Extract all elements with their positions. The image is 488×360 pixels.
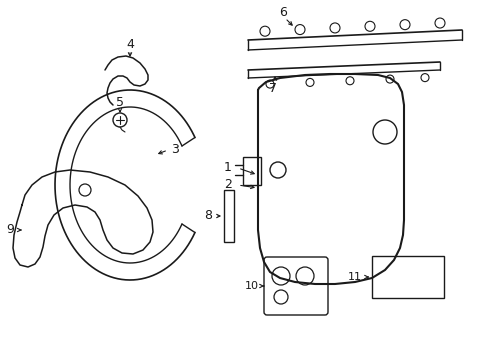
Text: 10: 10 bbox=[244, 281, 259, 291]
Bar bbox=[371, 256, 443, 298]
Text: 7: 7 bbox=[268, 81, 276, 94]
Text: 11: 11 bbox=[347, 272, 361, 282]
Bar bbox=[243, 157, 261, 185]
Text: 2: 2 bbox=[224, 179, 231, 192]
Text: 8: 8 bbox=[203, 210, 212, 222]
Text: 9: 9 bbox=[6, 224, 14, 237]
Text: 3: 3 bbox=[171, 144, 179, 157]
Bar bbox=[224, 190, 234, 242]
Text: 5: 5 bbox=[116, 95, 124, 108]
Text: 6: 6 bbox=[279, 5, 286, 18]
Text: 1: 1 bbox=[224, 162, 231, 175]
Text: 4: 4 bbox=[126, 39, 134, 51]
